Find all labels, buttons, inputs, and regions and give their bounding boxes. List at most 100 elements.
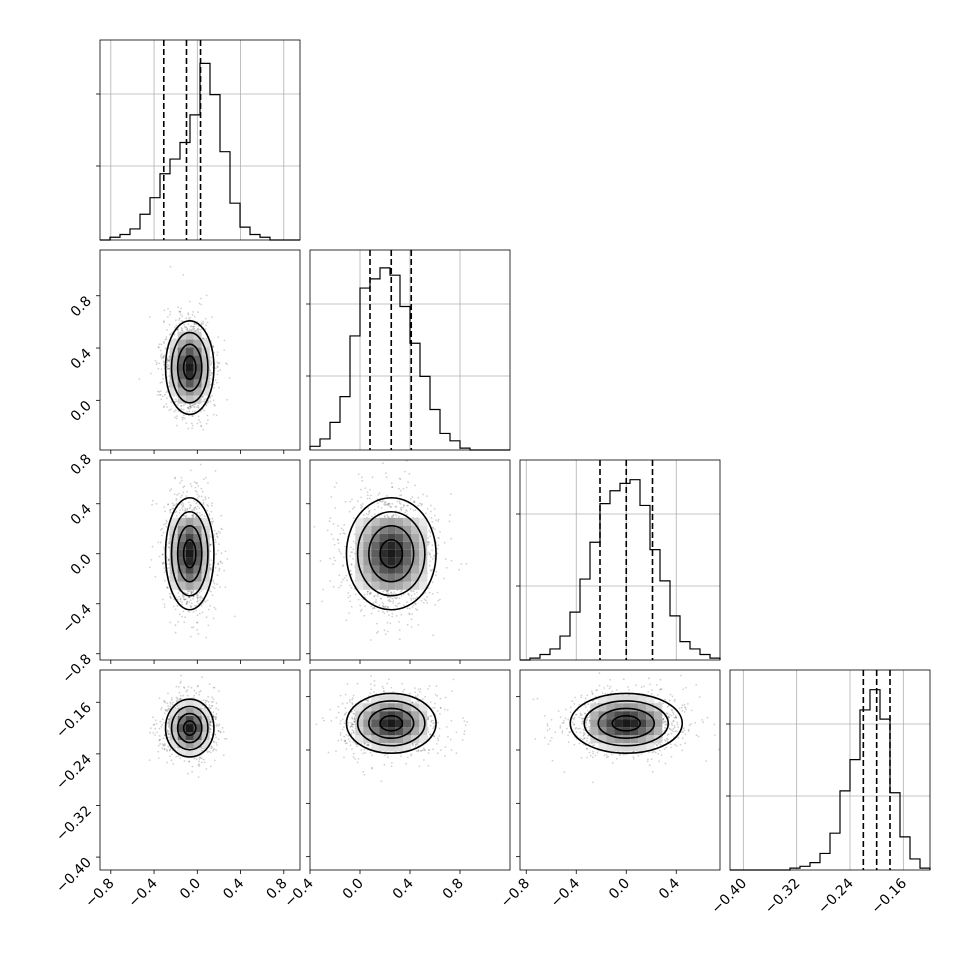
scatter-point <box>196 501 198 504</box>
scatter-point <box>163 734 166 737</box>
scatter-point <box>398 638 401 641</box>
scatter-point <box>191 404 194 407</box>
scatter-point <box>428 553 431 556</box>
contour-1 <box>368 524 415 583</box>
scatter-point <box>437 599 440 602</box>
scatter-point <box>189 469 192 472</box>
scatter-point <box>347 596 350 599</box>
scatter-panel-2-0 <box>96 459 301 664</box>
scatter-point <box>166 397 168 400</box>
scatter-point <box>158 362 161 365</box>
scatter-point <box>210 510 213 513</box>
panel-content <box>138 265 231 450</box>
scatter-point <box>200 425 203 428</box>
density-cell <box>193 573 202 582</box>
density-cell <box>177 387 186 396</box>
scatter-point <box>391 515 394 517</box>
density-cell <box>193 557 202 566</box>
scatter-point <box>175 510 178 513</box>
scatter-point <box>174 511 177 514</box>
scatter-point <box>192 611 195 613</box>
scatter-point <box>193 322 196 325</box>
scatter-point <box>221 528 223 531</box>
scatter-point <box>200 590 203 593</box>
scatter-point <box>214 541 217 543</box>
histogram-panel-0 <box>96 39 301 241</box>
scatter-point <box>218 567 221 570</box>
scatter-point <box>169 701 172 704</box>
scatter-point <box>203 600 206 602</box>
scatter-point <box>395 614 398 617</box>
scatter-point <box>391 597 394 600</box>
scatter-point <box>163 603 166 606</box>
scatter-point <box>426 596 428 598</box>
scatter-point <box>162 320 165 323</box>
scatter-point <box>200 328 203 330</box>
scatter-point <box>163 606 166 608</box>
scatter-point <box>167 546 170 548</box>
scatter-point <box>409 497 412 500</box>
scatter-point <box>426 541 429 544</box>
scatter-point <box>169 509 172 512</box>
scatter-point <box>384 589 386 592</box>
contour-2 <box>170 331 209 404</box>
scatter-point <box>209 535 212 538</box>
scatter-point <box>182 273 185 276</box>
scatter-point <box>179 600 182 602</box>
scatter-point <box>165 520 168 523</box>
scatter-point <box>411 496 414 498</box>
density-cell <box>419 573 428 582</box>
scatter-point <box>174 477 176 480</box>
density-cell <box>403 541 412 550</box>
scatter-point <box>415 608 417 610</box>
scatter-point <box>228 377 231 379</box>
scatter-point <box>400 494 403 496</box>
scatter-point <box>450 493 453 495</box>
scatter-point <box>430 504 432 507</box>
scatter-point <box>185 326 188 328</box>
scatter-point <box>373 513 376 516</box>
scatter-point <box>217 362 220 365</box>
scatter-point <box>179 311 182 313</box>
scatter-point <box>209 569 212 572</box>
scatter-point <box>205 616 208 619</box>
scatter-point <box>217 370 220 373</box>
scatter-point <box>373 594 376 597</box>
density-cell <box>363 533 372 542</box>
scatter-point <box>216 744 218 746</box>
scatter-point <box>367 513 370 516</box>
scatter-point <box>407 504 409 507</box>
scatter-point <box>209 384 212 386</box>
scatter-point <box>161 598 164 601</box>
scatter-point <box>383 515 386 518</box>
scatter-point <box>352 548 355 551</box>
scatter-point <box>410 626 413 628</box>
scatter-point <box>168 541 171 543</box>
scatter-point <box>377 610 380 613</box>
scatter-point <box>337 539 340 541</box>
scatter-point <box>350 573 353 576</box>
scatter-point <box>224 586 227 589</box>
scatter-point <box>209 377 212 380</box>
density-cell <box>185 379 194 388</box>
scatter-point <box>210 356 213 359</box>
scatter-point <box>200 322 203 325</box>
scatter-point <box>343 524 346 526</box>
scatter-point <box>366 494 369 497</box>
scatter-point <box>215 532 218 535</box>
scatter-point <box>163 523 165 526</box>
scatter-point <box>391 486 394 488</box>
scatter-point <box>390 515 393 518</box>
scatter-point <box>431 549 433 552</box>
density-cell <box>201 533 210 542</box>
scatter-point <box>432 634 435 637</box>
density-cell <box>363 573 372 582</box>
scatter-point <box>196 596 199 599</box>
scatter-point <box>429 553 431 555</box>
density-cell <box>395 573 404 582</box>
density-cell <box>177 371 186 380</box>
density-cell <box>411 517 420 526</box>
scatter-point <box>181 501 184 504</box>
scatter-point <box>378 492 381 494</box>
scatter-point <box>165 338 168 341</box>
